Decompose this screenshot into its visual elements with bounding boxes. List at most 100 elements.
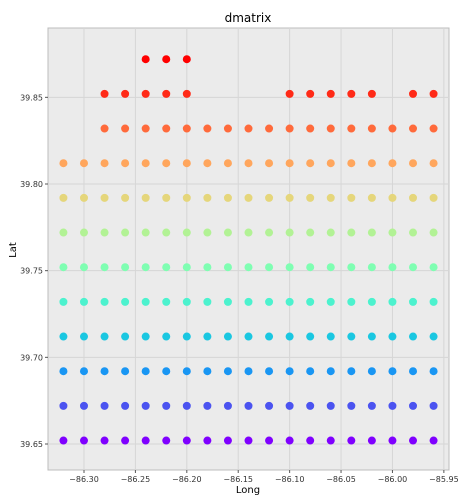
data-point (367, 193, 376, 202)
data-point (100, 159, 109, 168)
data-point (326, 159, 335, 168)
data-point (306, 124, 315, 133)
data-point (223, 297, 232, 306)
data-point (306, 228, 315, 237)
data-point (162, 367, 171, 376)
data-point (162, 436, 171, 445)
data-point (162, 124, 171, 133)
data-point (409, 332, 418, 341)
data-point (409, 263, 418, 272)
data-point (79, 228, 88, 237)
data-point (79, 297, 88, 306)
data-point (59, 228, 68, 237)
data-point (203, 228, 212, 237)
data-point (141, 436, 150, 445)
data-point (326, 401, 335, 410)
data-point (203, 367, 212, 376)
data-point (141, 124, 150, 133)
data-point (388, 436, 397, 445)
data-point (100, 124, 109, 133)
x-tick-label: −86.30 (69, 475, 99, 484)
data-point (182, 89, 191, 98)
data-point (306, 159, 315, 168)
y-axis-ticks: 39.65 39.70 39.75 39.80 39.85 (20, 93, 48, 449)
data-point (223, 228, 232, 237)
data-point (121, 124, 130, 133)
data-point (244, 297, 253, 306)
data-point (79, 193, 88, 202)
data-point (326, 436, 335, 445)
data-point (326, 263, 335, 272)
data-point (326, 124, 335, 133)
data-point (203, 263, 212, 272)
data-point (244, 159, 253, 168)
data-point (265, 401, 274, 410)
data-point (326, 367, 335, 376)
x-tick-label: −86.15 (223, 475, 253, 484)
data-point (244, 193, 253, 202)
data-point (162, 193, 171, 202)
data-point (429, 193, 438, 202)
data-point (244, 436, 253, 445)
data-point (388, 401, 397, 410)
data-point (141, 401, 150, 410)
data-point (367, 436, 376, 445)
data-point (429, 159, 438, 168)
data-point (409, 193, 418, 202)
data-point (79, 159, 88, 168)
data-point (121, 159, 130, 168)
data-point (285, 401, 294, 410)
data-point (429, 436, 438, 445)
data-point (100, 436, 109, 445)
data-point (347, 401, 356, 410)
data-point (306, 332, 315, 341)
data-point (141, 159, 150, 168)
data-point (182, 332, 191, 341)
data-point (121, 332, 130, 341)
data-point (59, 159, 68, 168)
data-point (141, 332, 150, 341)
data-point (100, 367, 109, 376)
plot-area (47, 27, 450, 471)
data-point (244, 124, 253, 133)
data-point (141, 297, 150, 306)
data-point (367, 124, 376, 133)
data-point (182, 193, 191, 202)
data-point (429, 263, 438, 272)
data-point (223, 124, 232, 133)
data-point (244, 332, 253, 341)
data-point (388, 159, 397, 168)
data-point (203, 401, 212, 410)
data-point (182, 124, 191, 133)
data-point (79, 436, 88, 445)
data-point (100, 228, 109, 237)
data-point (182, 263, 191, 272)
data-point (306, 263, 315, 272)
data-point (409, 124, 418, 133)
x-axis-label: Long (236, 485, 260, 496)
data-point (306, 436, 315, 445)
data-point (162, 332, 171, 341)
data-point (347, 228, 356, 237)
data-point (203, 436, 212, 445)
data-point (162, 401, 171, 410)
data-point (244, 401, 253, 410)
data-point (409, 89, 418, 98)
data-point (141, 55, 150, 64)
data-point (79, 263, 88, 272)
data-point (141, 228, 150, 237)
data-point (347, 159, 356, 168)
data-point (141, 193, 150, 202)
data-point (121, 401, 130, 410)
data-point (100, 401, 109, 410)
data-point (265, 436, 274, 445)
chart-title: dmatrix (225, 11, 272, 25)
data-point (388, 193, 397, 202)
data-point (367, 297, 376, 306)
data-point (223, 436, 232, 445)
data-point (203, 297, 212, 306)
data-point (265, 263, 274, 272)
data-point (347, 124, 356, 133)
data-point (285, 367, 294, 376)
data-point (429, 89, 438, 98)
